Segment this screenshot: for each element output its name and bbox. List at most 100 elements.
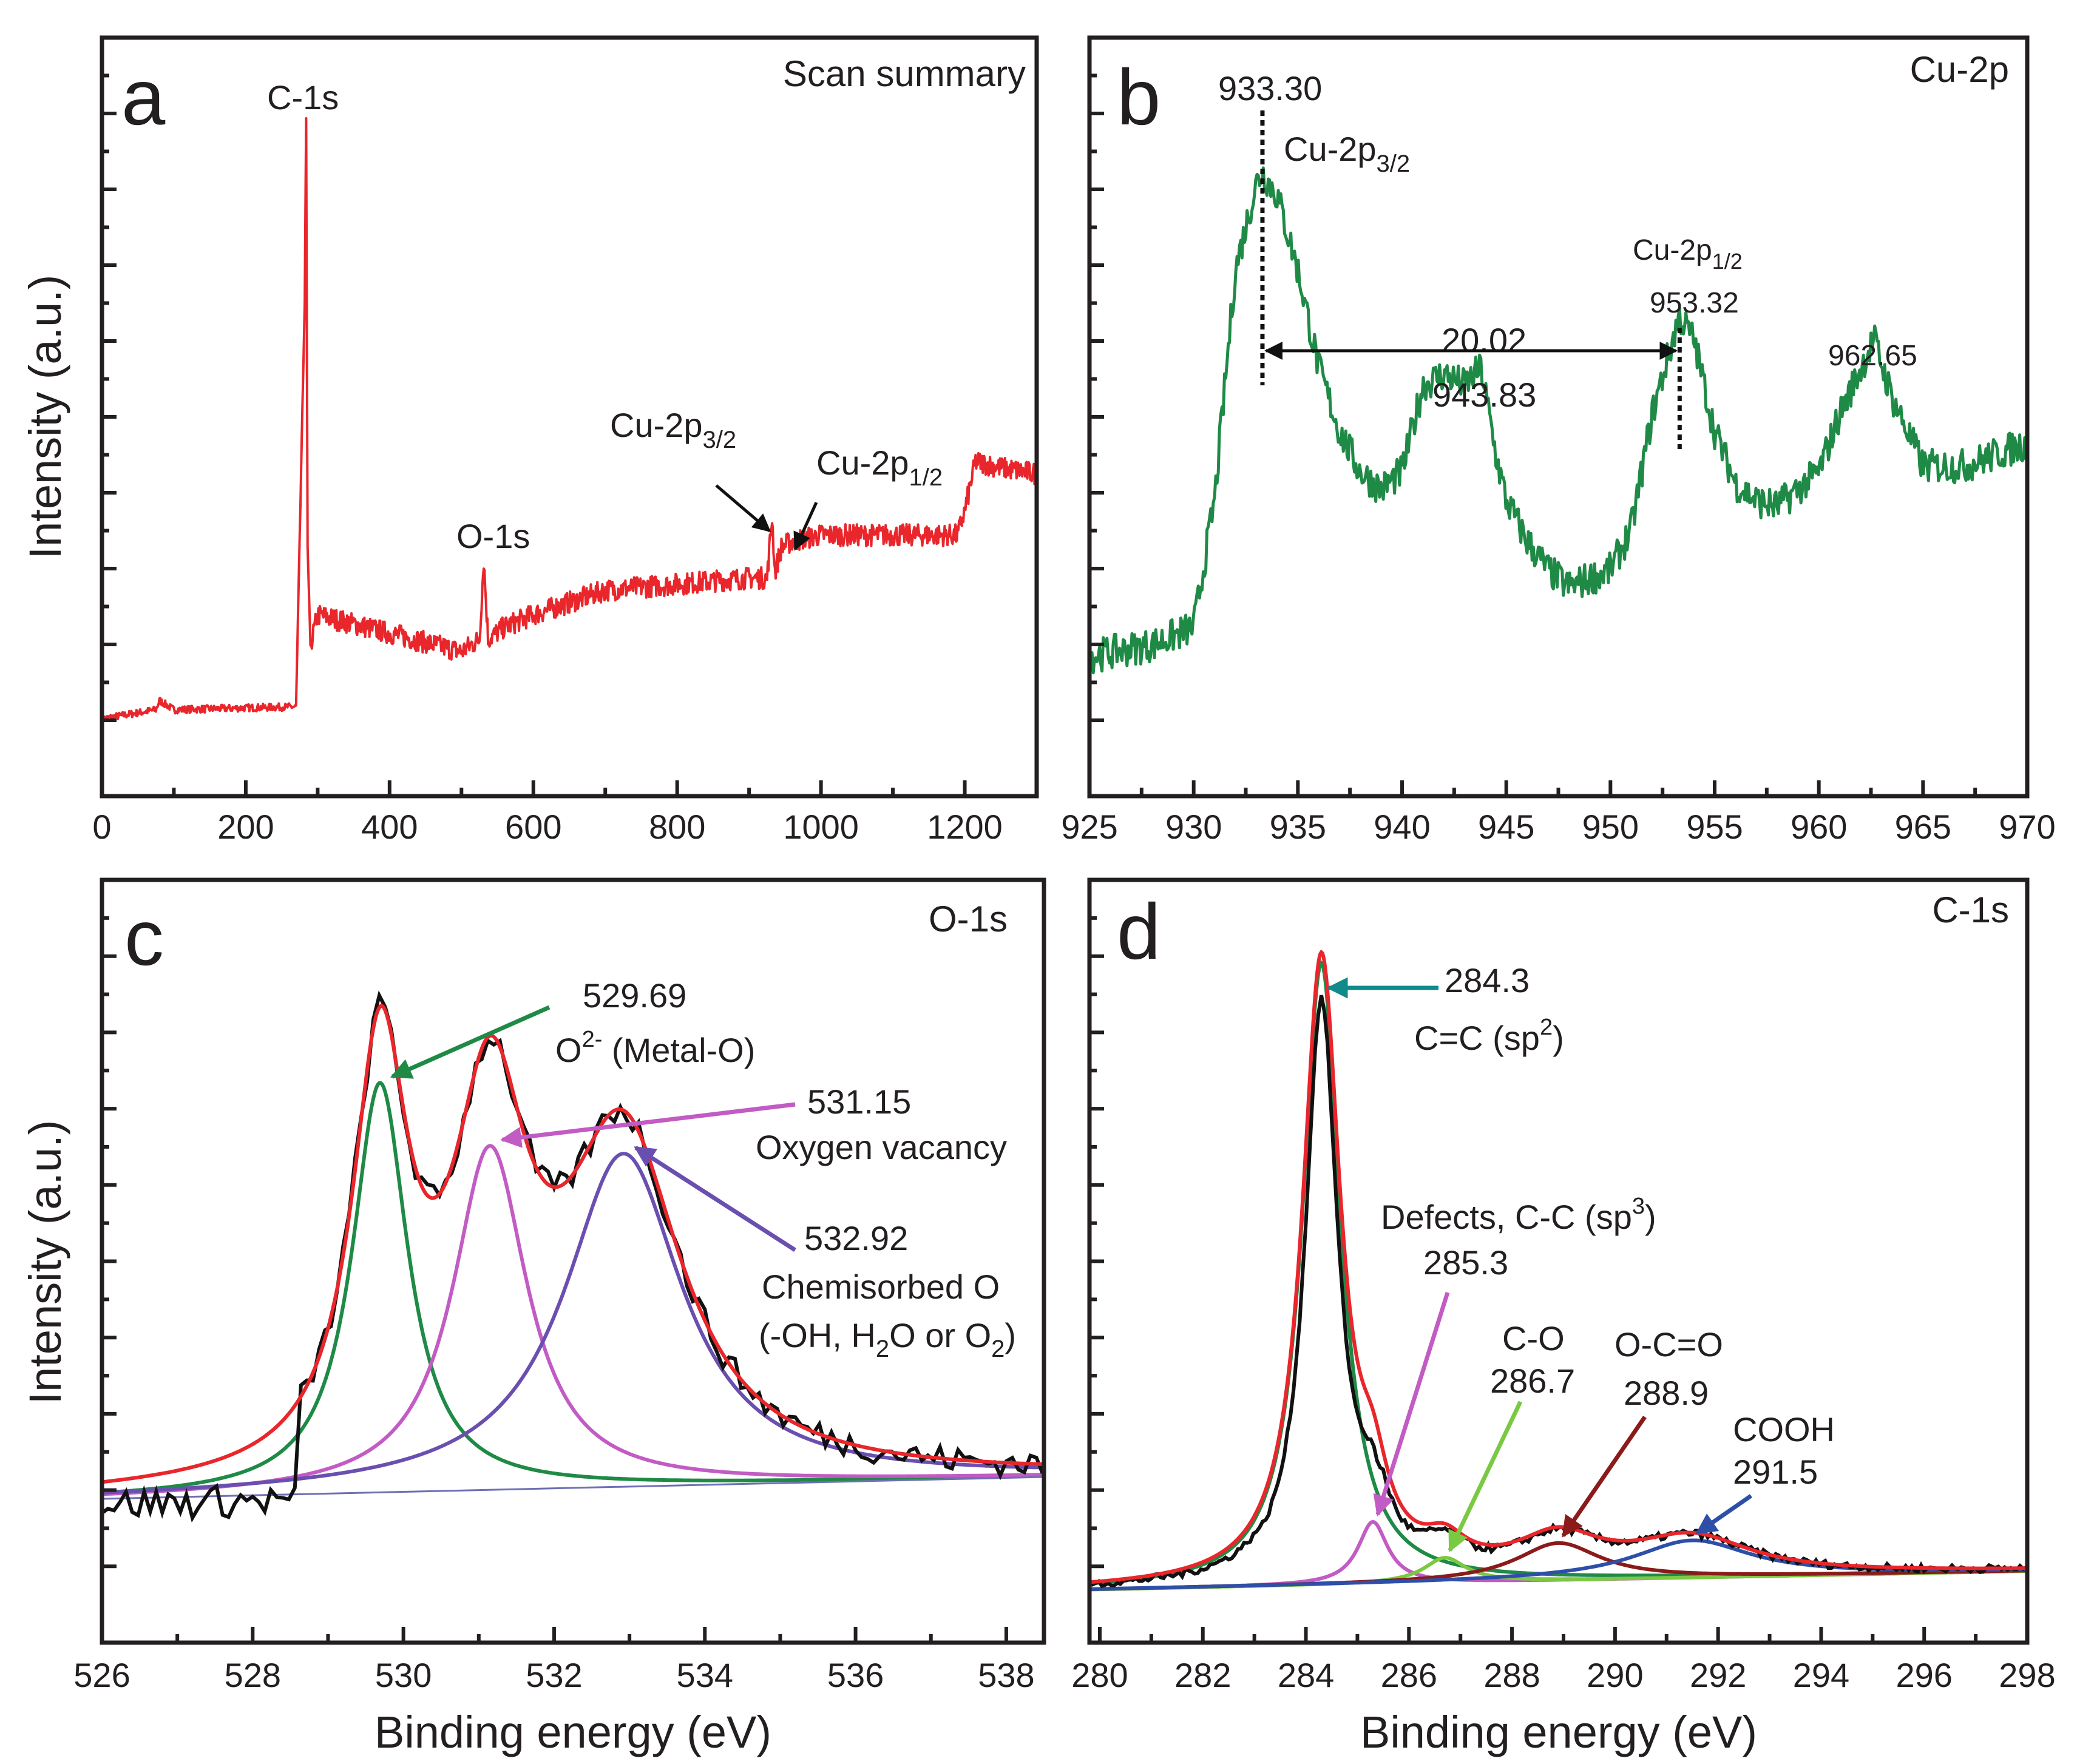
panel-a-corner-label: Scan summary bbox=[783, 53, 1026, 94]
panel-d-285-label: 285.3 bbox=[1423, 1243, 1508, 1282]
x-tick-label: 536 bbox=[827, 1656, 884, 1694]
panel-c-531-label: 531.15 bbox=[807, 1083, 911, 1121]
panel-d-oco-arrow bbox=[1561, 1416, 1647, 1538]
x-tick-label: 526 bbox=[73, 1656, 130, 1694]
panel-b-split-label: 20.02 bbox=[1442, 321, 1526, 359]
o1s-envelope-line bbox=[101, 1004, 1045, 1484]
panel-b-cu32-sub: 3/2 bbox=[1377, 150, 1411, 177]
o1s-component-line bbox=[101, 1081, 1045, 1495]
x-tick-label: 530 bbox=[375, 1656, 432, 1694]
panel-d-286-label: 286.7 bbox=[1490, 1362, 1575, 1400]
x-tick-label: 538 bbox=[978, 1656, 1034, 1694]
panel-d-284-label: 284.3 bbox=[1445, 961, 1530, 999]
x-tick-label: 528 bbox=[225, 1656, 281, 1694]
panel-d-xlabel: Binding energy (eV) bbox=[1360, 1707, 1757, 1757]
survey-series-line bbox=[101, 117, 1038, 723]
panel-a-plot-area bbox=[101, 117, 1038, 723]
panel-d-defects-label: Defects, C-C (sp3) bbox=[1381, 1194, 1656, 1236]
x-tick-label: 286 bbox=[1381, 1656, 1437, 1694]
x-tick-label: 1000 bbox=[783, 808, 859, 846]
x-tick-label: 534 bbox=[677, 1656, 733, 1694]
panel-d-sp2-post: ) bbox=[1553, 1019, 1564, 1057]
x-tick-label: 290 bbox=[1587, 1656, 1643, 1694]
panel-b-frame bbox=[1087, 35, 2030, 799]
panel-b-962-label: 962.65 bbox=[1828, 340, 1917, 372]
panel-d-sp2-label: C=C (sp2) bbox=[1414, 1015, 1564, 1057]
panel-c-chem2-label: (-OH, H2O or O2) bbox=[759, 1316, 1016, 1362]
o1s-background-line bbox=[101, 1476, 1045, 1500]
panel-d-sp2-sup: 2 bbox=[1540, 1015, 1553, 1040]
panel-d-corner-label: C-1s bbox=[1932, 890, 2009, 930]
x-tick-label: 955 bbox=[1686, 808, 1743, 846]
x-tick-label: 0 bbox=[92, 808, 111, 846]
x-tick-label: 288 bbox=[1483, 1656, 1540, 1694]
x-tick-label: 970 bbox=[1999, 808, 2055, 846]
panel-a-cu32-sub: 3/2 bbox=[703, 427, 737, 453]
x-tick-label: 930 bbox=[1165, 808, 1222, 846]
x-tick-label: 1200 bbox=[927, 808, 1003, 846]
panel-a-cu12-arrow bbox=[793, 501, 818, 551]
panel-d-defects-sup: 3 bbox=[1632, 1194, 1645, 1219]
panel-b-933-label: 933.30 bbox=[1218, 69, 1322, 107]
panel-c-metal-label: O2- (Metal-O) bbox=[555, 1027, 755, 1069]
x-tick-label: 280 bbox=[1071, 1656, 1128, 1694]
panel-d-c1s: 280 282 284 286 288 290 292 294 296 298 d C-1s 28… bbox=[1071, 877, 2056, 1757]
panel-b-axis-ticks: 925 930 935 940 945 950 955 960 965 970 bbox=[1061, 73, 2056, 846]
panel-c-plot-area bbox=[101, 990, 1045, 1523]
panel-c-metal-o: O bbox=[555, 1031, 582, 1069]
panel-d-oco-label: O-C=O bbox=[1615, 1325, 1723, 1364]
x-tick-label: 284 bbox=[1278, 1656, 1334, 1694]
panel-d-cooh-label: COOH bbox=[1733, 1410, 1835, 1448]
panel-c-chem-arrow bbox=[634, 1146, 796, 1252]
x-tick-label: 532 bbox=[526, 1656, 582, 1694]
x-tick-label: 925 bbox=[1061, 808, 1117, 846]
panel-d-axis-ticks: 280 282 284 286 288 290 292 294 296 298 bbox=[1071, 916, 2056, 1694]
c1s-envelope-line bbox=[1089, 949, 2027, 1584]
panel-d-sp2-main: C=C (sp bbox=[1414, 1019, 1540, 1057]
x-tick-label: 600 bbox=[505, 808, 561, 846]
panel-a-c1s-label: C-1s bbox=[267, 78, 339, 117]
x-tick-label: 400 bbox=[361, 808, 418, 846]
panel-c-letter: c bbox=[124, 893, 164, 982]
panel-b-corner-label: Cu-2p bbox=[1910, 49, 2009, 90]
panel-c-vacancy-arrow bbox=[500, 1102, 796, 1148]
panel-a-cu12-label: Cu-2p1/2 bbox=[816, 444, 943, 491]
x-tick-label: 296 bbox=[1896, 1656, 1953, 1694]
panel-a-letter: a bbox=[121, 53, 166, 141]
panel-c-axis-ticks: 526 528 530 532 534 536 538 bbox=[73, 916, 1035, 1694]
o1s-component-line bbox=[101, 1152, 1044, 1495]
c1s-raw-data-line bbox=[1088, 995, 2027, 1589]
panel-c-chem2-sub2: 2 bbox=[991, 1336, 1005, 1362]
panel-b-letter: b bbox=[1117, 53, 1160, 141]
panel-a-cu32-arrow bbox=[715, 484, 771, 532]
panel-b-953-label: 953.32 bbox=[1650, 287, 1739, 319]
x-tick-label: 965 bbox=[1895, 808, 1951, 846]
panel-c-chem-label: Chemisorbed O bbox=[762, 1268, 1000, 1306]
x-tick-label: 960 bbox=[1791, 808, 1847, 846]
x-tick-label: 945 bbox=[1478, 808, 1534, 846]
panel-b-cu12-sub: 1/2 bbox=[1712, 249, 1743, 274]
panel-c-chem2-c: ) bbox=[1005, 1316, 1016, 1354]
panel-d-defects-main: Defects, C-C (sp bbox=[1381, 1198, 1632, 1236]
panel-b-cu32-label: Cu-2p3/2 bbox=[1284, 130, 1410, 177]
panel-d-letter: d bbox=[1117, 887, 1160, 976]
panel-b-cu12-label: Cu-2p1/2 bbox=[1633, 234, 1743, 274]
panel-c-metal-arrow bbox=[390, 1005, 551, 1079]
panel-a-o1s-label: O-1s bbox=[456, 517, 530, 555]
panel-d-defects-post: ) bbox=[1645, 1198, 1656, 1236]
x-tick-label: 282 bbox=[1174, 1656, 1231, 1694]
panel-c-xlabel: Binding energy (eV) bbox=[374, 1707, 771, 1757]
panel-a-cu32-label: Cu-2p3/2 bbox=[610, 406, 736, 453]
x-tick-label: 294 bbox=[1793, 1656, 1849, 1694]
panel-c-metal-post: (Metal-O) bbox=[602, 1031, 755, 1069]
panel-d-291-label: 291.5 bbox=[1733, 1453, 1818, 1491]
x-tick-label: 800 bbox=[649, 808, 705, 846]
panel-c-ylabel: Intensity (a.u.) bbox=[20, 1120, 70, 1405]
x-tick-label: 935 bbox=[1270, 808, 1326, 846]
x-tick-label: 298 bbox=[1999, 1656, 2055, 1694]
panel-b-cu2p: 925 930 935 940 945 950 955 960 965 970 b Cu-2p 9… bbox=[1061, 35, 2056, 846]
panel-c-metal-sup: 2- bbox=[582, 1027, 603, 1052]
panel-d-co-arrow bbox=[1448, 1401, 1523, 1553]
x-tick-label: 940 bbox=[1374, 808, 1430, 846]
